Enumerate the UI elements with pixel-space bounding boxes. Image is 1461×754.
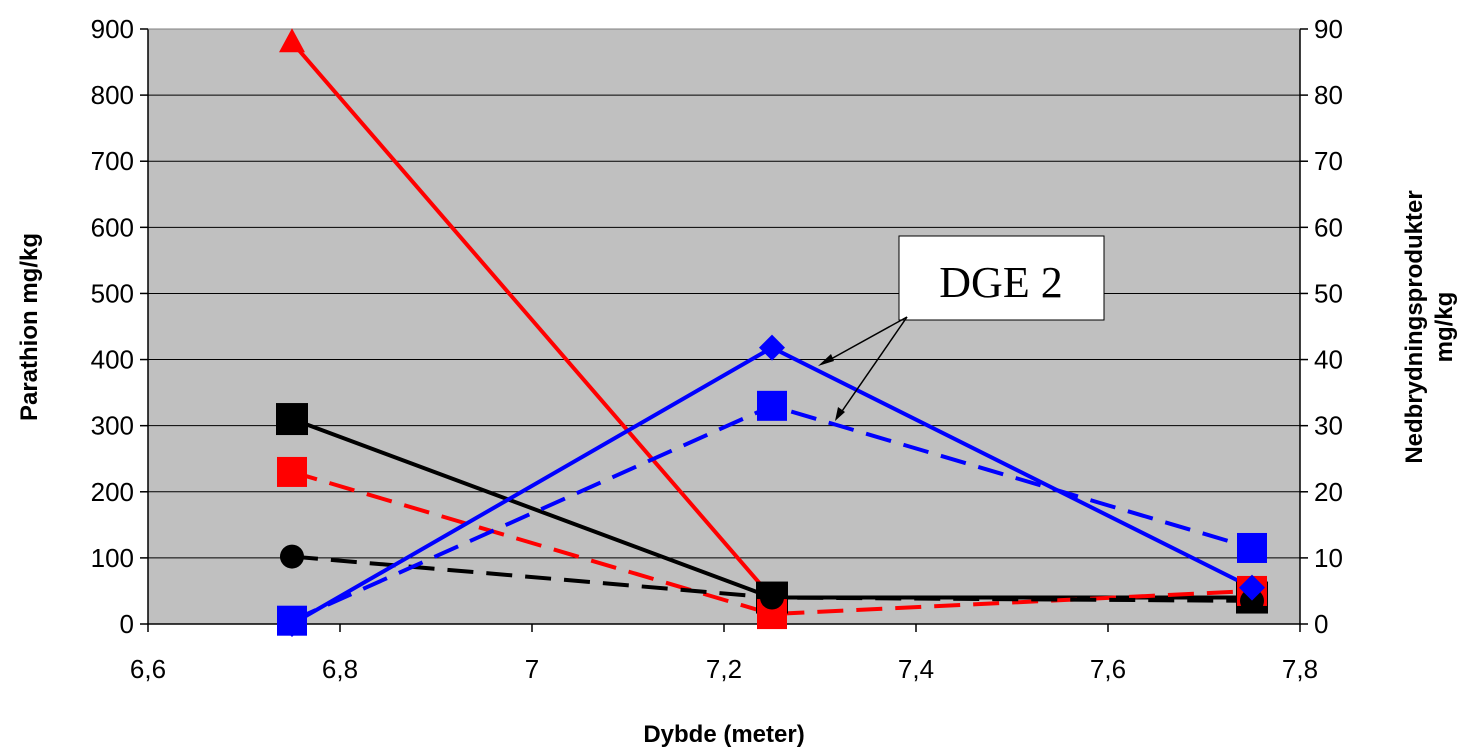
markers-layer — [276, 28, 1268, 637]
callout-label: DGE 2 — [939, 258, 1062, 307]
y2-tick-label: 20 — [1314, 477, 1343, 507]
y2-axis-title-line2: mg/kg — [1431, 292, 1458, 363]
data-point-marker — [757, 390, 787, 421]
callout-arrows — [818, 316, 908, 421]
x-tick-label: 7,4 — [898, 654, 934, 684]
y2-tick-label: 30 — [1314, 411, 1343, 441]
x-tick-label: 7 — [525, 654, 539, 684]
y2-tick-label: 60 — [1314, 212, 1343, 242]
data-point-marker — [759, 334, 785, 361]
data-point-marker — [279, 28, 305, 53]
y-tick-label: 500 — [91, 278, 134, 308]
y-tick-label: 300 — [91, 411, 134, 441]
data-point-marker — [276, 403, 308, 436]
y-tick-label: 900 — [91, 14, 134, 44]
y2-axis-title-line1: Nedbrydningsprodukter — [1401, 190, 1428, 463]
y2-tick-label: 50 — [1314, 278, 1343, 308]
callout: DGE 2 — [818, 235, 1105, 421]
y2-tick-label: 40 — [1314, 345, 1343, 375]
x-tick-label: 7,2 — [706, 654, 742, 684]
y-tick-label: 400 — [91, 345, 134, 375]
x-tick-label: 7,8 — [1282, 654, 1318, 684]
data-point-marker — [1237, 532, 1267, 563]
y2-tick-label: 10 — [1314, 543, 1343, 573]
y-tick-label: 0 — [120, 609, 134, 639]
y-tick-label: 100 — [91, 543, 134, 573]
y-tick-label: 200 — [91, 477, 134, 507]
y2-tick-label: 80 — [1314, 80, 1343, 110]
y2-tick-label: 70 — [1314, 146, 1343, 176]
x-tick-label: 7,6 — [1090, 654, 1126, 684]
y-tick-label: 600 — [91, 212, 134, 242]
y2-tick-label: 0 — [1314, 609, 1328, 639]
y2-tick-label: 90 — [1314, 14, 1343, 44]
x-axis-title: Dybde (meter) — [643, 721, 804, 748]
data-point-marker — [1240, 588, 1264, 613]
x-tick-label: 6,6 — [130, 654, 166, 684]
data-point-marker — [1239, 574, 1265, 601]
x-tick-label: 6,8 — [322, 654, 358, 684]
data-point-marker — [277, 456, 307, 487]
axes: 0 0 100 10 200 20 300 30 400 40 500 50 600 60 700 70 800… — [91, 14, 1343, 684]
plot-area — [148, 29, 1300, 624]
y-axis-title: Parathion mg/kg — [16, 233, 43, 421]
data-point-marker — [280, 544, 304, 569]
y-tick-label: 700 — [91, 146, 134, 176]
y-tick-label: 800 — [91, 80, 134, 110]
data-point-marker — [277, 605, 307, 636]
callout-box — [898, 235, 1105, 321]
data-point-marker — [760, 585, 784, 610]
